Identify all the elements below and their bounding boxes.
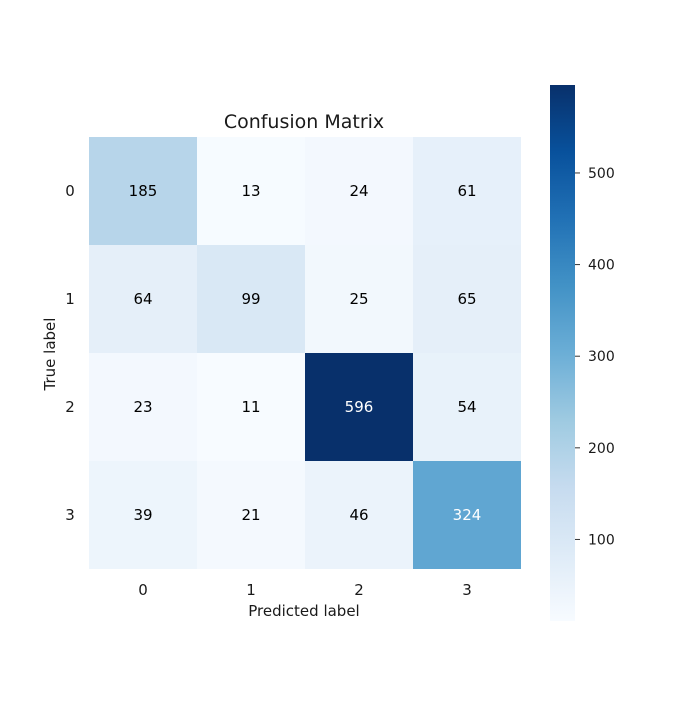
- colorbar-ticks: 100 200 300 400 500: [575, 166, 615, 548]
- cell-value-label: 25: [349, 290, 368, 308]
- colorbar-tick-label: 100: [588, 532, 615, 548]
- x-tick-labels: 0 1 2 3: [138, 581, 472, 599]
- x-tick-label: 3: [462, 581, 472, 599]
- cell-value-label: 23: [133, 398, 152, 416]
- heatmap-cell: [89, 137, 197, 245]
- colorbar-tick-label: 400: [588, 258, 615, 274]
- x-tick-label: 1: [246, 581, 256, 599]
- heatmap-cells: 185 13 24 61 64 99 25 65 23 11 596 54 39 21 46 324: [89, 137, 521, 569]
- heatmap-cell: [89, 353, 197, 461]
- cell-value-label: 13: [241, 182, 260, 200]
- y-tick-label: 0: [65, 182, 75, 200]
- colorbar-tick-label: 300: [588, 349, 615, 365]
- heatmap-cell: [413, 353, 521, 461]
- colorbar-tick-label: 200: [588, 441, 615, 457]
- cell-value-label: 99: [241, 290, 260, 308]
- y-tick-label: 1: [65, 290, 75, 308]
- x-axis-label: Predicted label: [248, 602, 359, 620]
- heatmap-cell: [197, 461, 305, 569]
- cell-value-label: 39: [133, 506, 152, 524]
- cell-value-label: 54: [457, 398, 476, 416]
- cell-value-label: 24: [349, 182, 368, 200]
- y-tick-labels: 0 1 2 3: [65, 182, 75, 524]
- cell-value-label: 11: [241, 398, 260, 416]
- heatmap-cell: [89, 461, 197, 569]
- chart-title: Confusion Matrix: [224, 111, 384, 133]
- heatmap-cell: [305, 461, 413, 569]
- heatmap-cell: [413, 461, 521, 569]
- cell-value-label: 64: [133, 290, 152, 308]
- colorbar: [550, 85, 575, 621]
- heatmap-cell: [413, 245, 521, 353]
- y-axis-label: True label: [41, 318, 59, 392]
- heatmap-cell: [413, 137, 521, 245]
- y-tick-label: 2: [65, 398, 75, 416]
- colorbar-tick-label: 500: [588, 166, 615, 182]
- y-tick-label: 3: [65, 506, 75, 524]
- cell-value-label: 21: [241, 506, 260, 524]
- cell-value-label: 185: [129, 182, 158, 200]
- cell-value-label: 596: [345, 398, 374, 416]
- heatmap-cell: [305, 245, 413, 353]
- cell-value-label: 65: [457, 290, 476, 308]
- heatmap-cell: [197, 353, 305, 461]
- heatmap-cell: [305, 353, 413, 461]
- cell-value-label: 46: [349, 506, 368, 524]
- heatmap-cell: [197, 137, 305, 245]
- cell-value-label: 324: [453, 506, 482, 524]
- x-tick-label: 0: [138, 581, 148, 599]
- heatmap-cell: [197, 245, 305, 353]
- cell-value-label: 61: [457, 182, 476, 200]
- heatmap-cell: [89, 245, 197, 353]
- x-tick-label: 2: [354, 581, 364, 599]
- heatmap-cell: [305, 137, 413, 245]
